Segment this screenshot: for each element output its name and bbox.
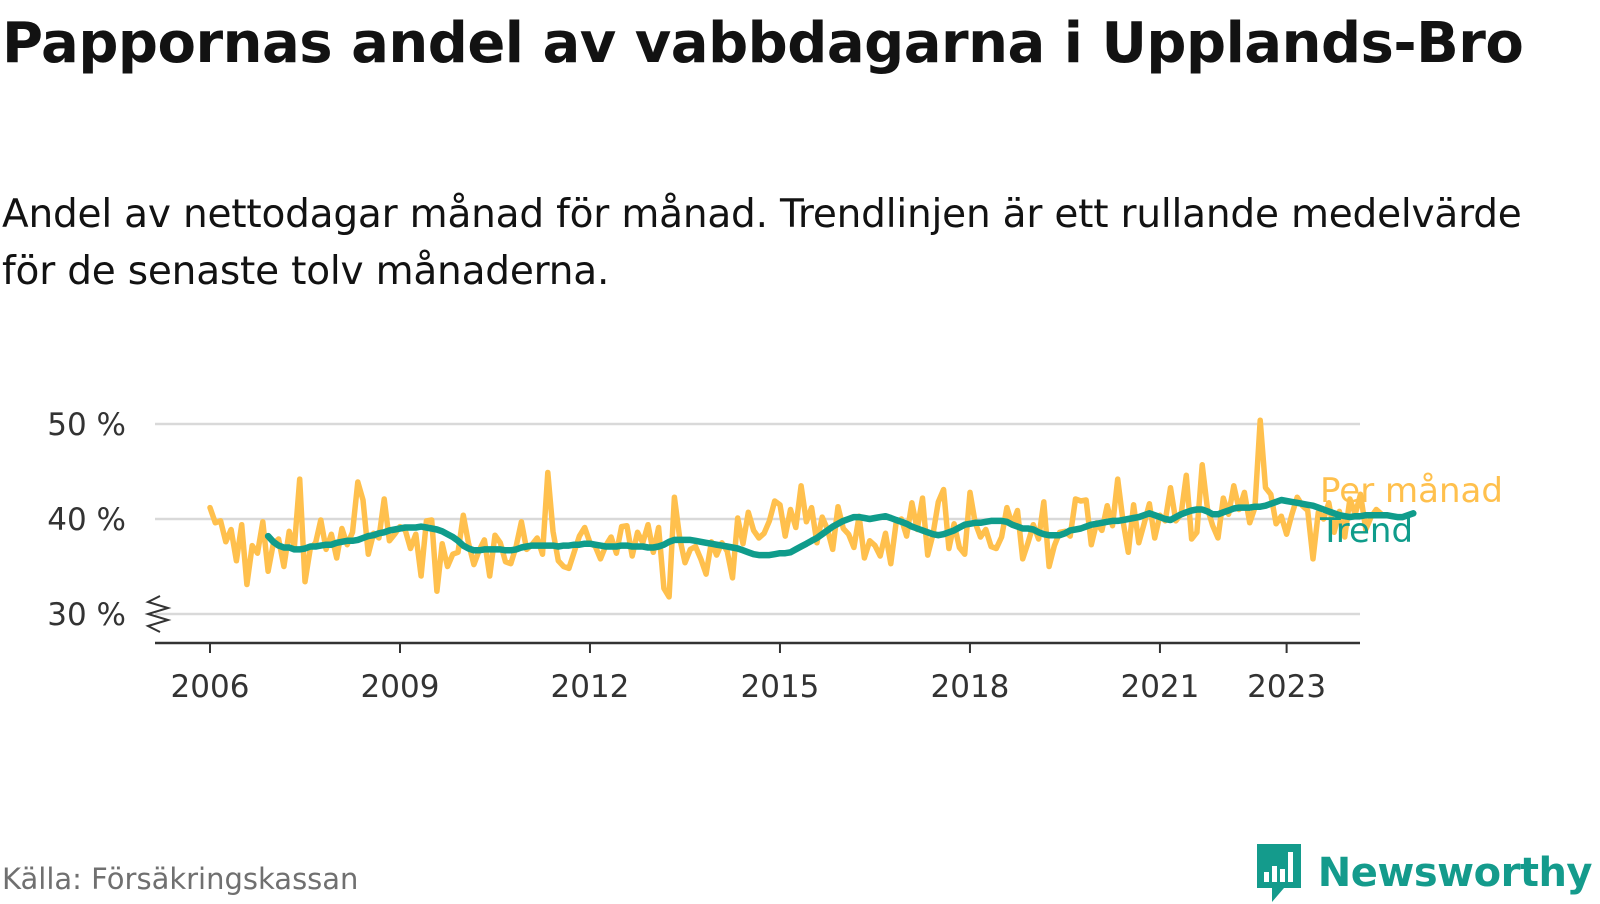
chart-title: Pappornas andel av vabbdagarna i Uppland… xyxy=(2,11,1524,76)
chart-subtitle: Andel av nettodagar månad för månad. Tre… xyxy=(2,192,1522,294)
x-tick-label: 2018 xyxy=(931,669,1010,705)
label-trend: Trend xyxy=(1319,511,1413,551)
x-axis: 2006 2009 2012 2015 2018 2021 2023 xyxy=(155,641,1360,705)
source-note: Källa: Försäkringskassan xyxy=(2,862,359,896)
axis-break-zigzag xyxy=(144,595,172,633)
y-axis-labels: 30 % 40 % 50 % xyxy=(47,407,126,633)
newsworthy-logo: Newsworthy xyxy=(1254,842,1593,904)
x-tick-label: 2009 xyxy=(361,669,440,705)
x-tick-label: 2006 xyxy=(171,669,250,705)
x-tick-label: 2021 xyxy=(1120,669,1199,705)
line-chart: 30 % 40 % 50 % 2006 2009 2012 2015 2018 2021 202… xyxy=(47,407,1503,705)
series-trend xyxy=(264,496,1417,559)
y-tick-label: 50 % xyxy=(47,407,126,443)
trend-line xyxy=(264,496,1417,559)
x-tick-label: 2012 xyxy=(551,669,630,705)
label-per-month: Per månad xyxy=(1320,471,1503,511)
axis-break-icon xyxy=(144,595,172,633)
brand-name: Newsworthy xyxy=(1317,850,1593,896)
newsworthy-logo-icon xyxy=(1256,844,1301,902)
x-tick-label: 2015 xyxy=(741,669,820,705)
y-tick-label: 30 % xyxy=(47,597,126,633)
x-tick-label: 2023 xyxy=(1247,669,1326,705)
y-tick-label: 40 % xyxy=(47,502,126,538)
